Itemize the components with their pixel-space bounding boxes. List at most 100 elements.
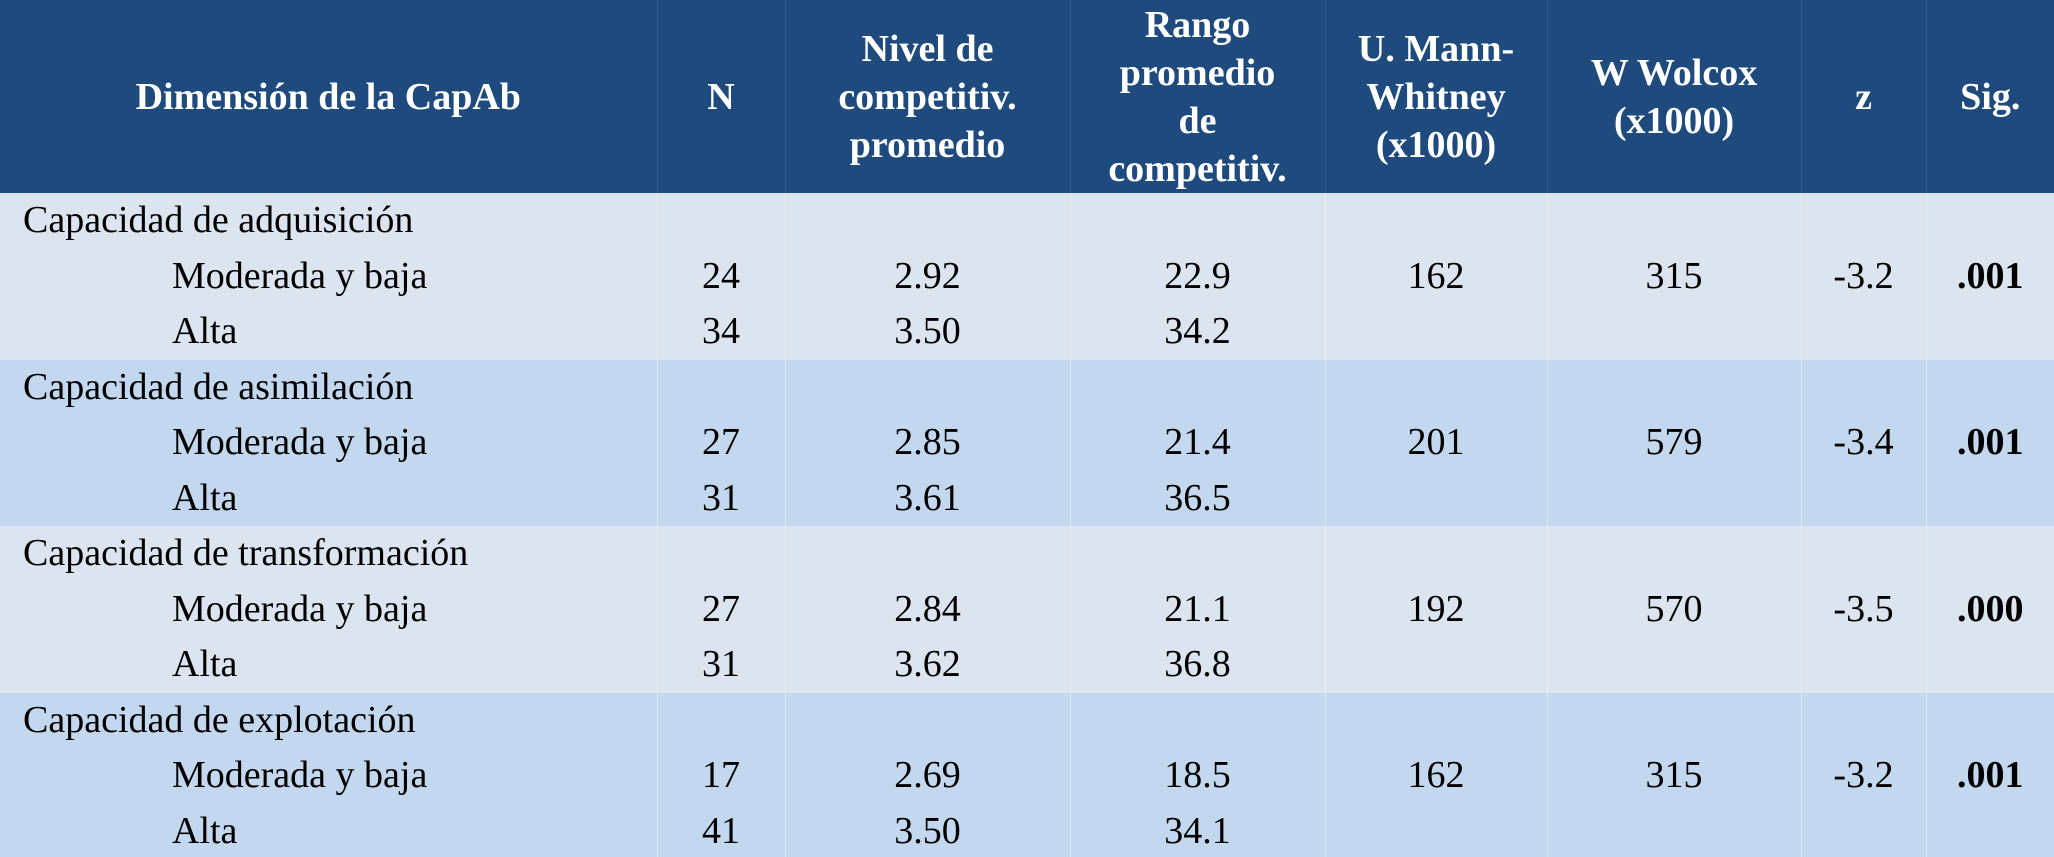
- dimension-title: Capacidad de asimilación: [0, 359, 658, 415]
- dimension-title: Capacidad de transformación: [0, 526, 658, 582]
- cell-rango: 34.1: [1070, 803, 1326, 857]
- cell-u: [1325, 470, 1548, 526]
- cell-z: -3.2: [1801, 748, 1927, 804]
- header-line: Sig.: [1960, 75, 2021, 118]
- group-title-row: Capacidad de asimilación: [0, 359, 2054, 416]
- cell-sig: [1926, 304, 2054, 360]
- empty-cell: [657, 359, 786, 415]
- header-line: (x1000): [1613, 99, 1735, 142]
- empty-cell: [1325, 193, 1548, 249]
- cell-rango: 36.5: [1070, 470, 1326, 526]
- header-w-wolcox: W Wolcox (x1000): [1547, 0, 1802, 193]
- level-label: Moderada y baja: [0, 581, 658, 637]
- level-label: Alta: [0, 470, 658, 526]
- cell-sig: [1926, 804, 2054, 857]
- dimension-title: Capacidad de adquisición: [0, 193, 658, 249]
- cell-nivel: 2.92: [785, 248, 1071, 304]
- empty-cell: [1070, 692, 1326, 748]
- level-label: Alta: [0, 637, 658, 693]
- table-row: Alta 34 3.50 34.2: [0, 304, 2054, 360]
- cell-z: -3.4: [1801, 415, 1927, 471]
- header-u-mann-whitney: U. Mann- Whitney (x1000): [1325, 0, 1548, 193]
- level-label: Moderada y baja: [0, 248, 658, 304]
- cell-nivel: 3.50: [785, 803, 1071, 857]
- header-line: Rango: [1144, 3, 1251, 46]
- cell-u: [1325, 304, 1548, 360]
- cell-z: -3.5: [1801, 581, 1927, 637]
- cell-u: [1325, 637, 1548, 693]
- cell-u: 192: [1325, 581, 1548, 637]
- empty-cell: [1547, 526, 1802, 582]
- cell-nivel: 2.85: [785, 415, 1071, 471]
- empty-cell: [1325, 359, 1548, 415]
- empty-cell: [1926, 193, 2054, 249]
- cell-rango: 21.1: [1070, 581, 1326, 637]
- cell-n: 31: [657, 637, 786, 693]
- cell-sig: .001: [1957, 254, 2024, 297]
- empty-cell: [785, 193, 1071, 249]
- empty-cell: [657, 692, 786, 748]
- cell-rango: 22.9: [1070, 248, 1326, 304]
- cell-z: [1801, 304, 1927, 360]
- header-line: de: [1178, 99, 1217, 142]
- empty-cell: [785, 526, 1071, 582]
- level-label: Moderada y baja: [0, 748, 658, 804]
- header-row: Dimensión de la CapAb N Nivel de competitiv…: [0, 0, 2054, 193]
- cell-w: 570: [1547, 581, 1802, 637]
- header-line: W Wolcox: [1590, 51, 1758, 94]
- empty-cell: [1547, 359, 1802, 415]
- table-row: Alta 31 3.62 36.8: [0, 637, 2054, 693]
- cell-sig: [1926, 471, 2054, 527]
- cell-z: [1801, 803, 1927, 857]
- empty-cell: [1801, 359, 1927, 415]
- empty-cell: [1325, 526, 1548, 582]
- cell-n: 27: [657, 415, 786, 471]
- header-line: competitiv.: [1108, 147, 1287, 190]
- cell-rango: 36.8: [1070, 637, 1326, 693]
- header-line: Whitney: [1366, 75, 1506, 118]
- empty-cell: [1801, 526, 1927, 582]
- level-label: Alta: [0, 803, 658, 857]
- cell-sig: [1926, 637, 2054, 693]
- empty-cell: [1801, 692, 1927, 748]
- cell-sig: .001: [1957, 754, 2024, 797]
- table-row: Moderada y baja 27 2.85 21.4 201 579 -3.4 .001: [0, 415, 2054, 471]
- empty-cell: [657, 526, 786, 582]
- empty-cell: [1325, 692, 1548, 748]
- header-sig: Sig.: [1926, 0, 2054, 193]
- cell-sig: .000: [1957, 587, 2024, 630]
- table-row: Moderada y baja 17 2.69 18.5 162 315 -3.2 .001: [0, 748, 2054, 804]
- cell-w: 315: [1547, 748, 1802, 804]
- empty-cell: [657, 193, 786, 249]
- header-line: competitiv.: [838, 75, 1017, 118]
- cell-nivel: 2.69: [785, 748, 1071, 804]
- dimension-title: Capacidad de explotación: [0, 692, 658, 748]
- cell-n: 17: [657, 748, 786, 804]
- empty-cell: [1070, 193, 1326, 249]
- empty-cell: [1926, 360, 2054, 416]
- empty-cell: [1547, 692, 1802, 748]
- cell-nivel: 3.62: [785, 637, 1071, 693]
- cell-n: 31: [657, 470, 786, 526]
- cell-w: [1547, 470, 1802, 526]
- cell-w: 579: [1547, 415, 1802, 471]
- cell-sig: .001: [1957, 421, 2024, 464]
- empty-cell: [1801, 193, 1927, 249]
- cell-nivel: 3.50: [785, 304, 1071, 360]
- header-nivel: Nivel de competitiv. promedio: [785, 0, 1071, 193]
- header-line: (x1000): [1375, 123, 1497, 166]
- table-row: Alta 41 3.50 34.1: [0, 803, 2054, 857]
- level-label: Moderada y baja: [0, 415, 658, 471]
- cell-u: [1325, 803, 1548, 857]
- cell-n: 24: [657, 248, 786, 304]
- header-rango: Rango promedio de competitiv.: [1070, 0, 1326, 193]
- empty-cell: [1547, 193, 1802, 249]
- header-line: promedio: [849, 123, 1006, 166]
- cell-w: [1547, 304, 1802, 360]
- cell-rango: 21.4: [1070, 415, 1326, 471]
- cell-w: [1547, 803, 1802, 857]
- empty-cell: [1926, 693, 2054, 749]
- cell-z: [1801, 470, 1927, 526]
- header-line: Nivel de: [861, 27, 994, 70]
